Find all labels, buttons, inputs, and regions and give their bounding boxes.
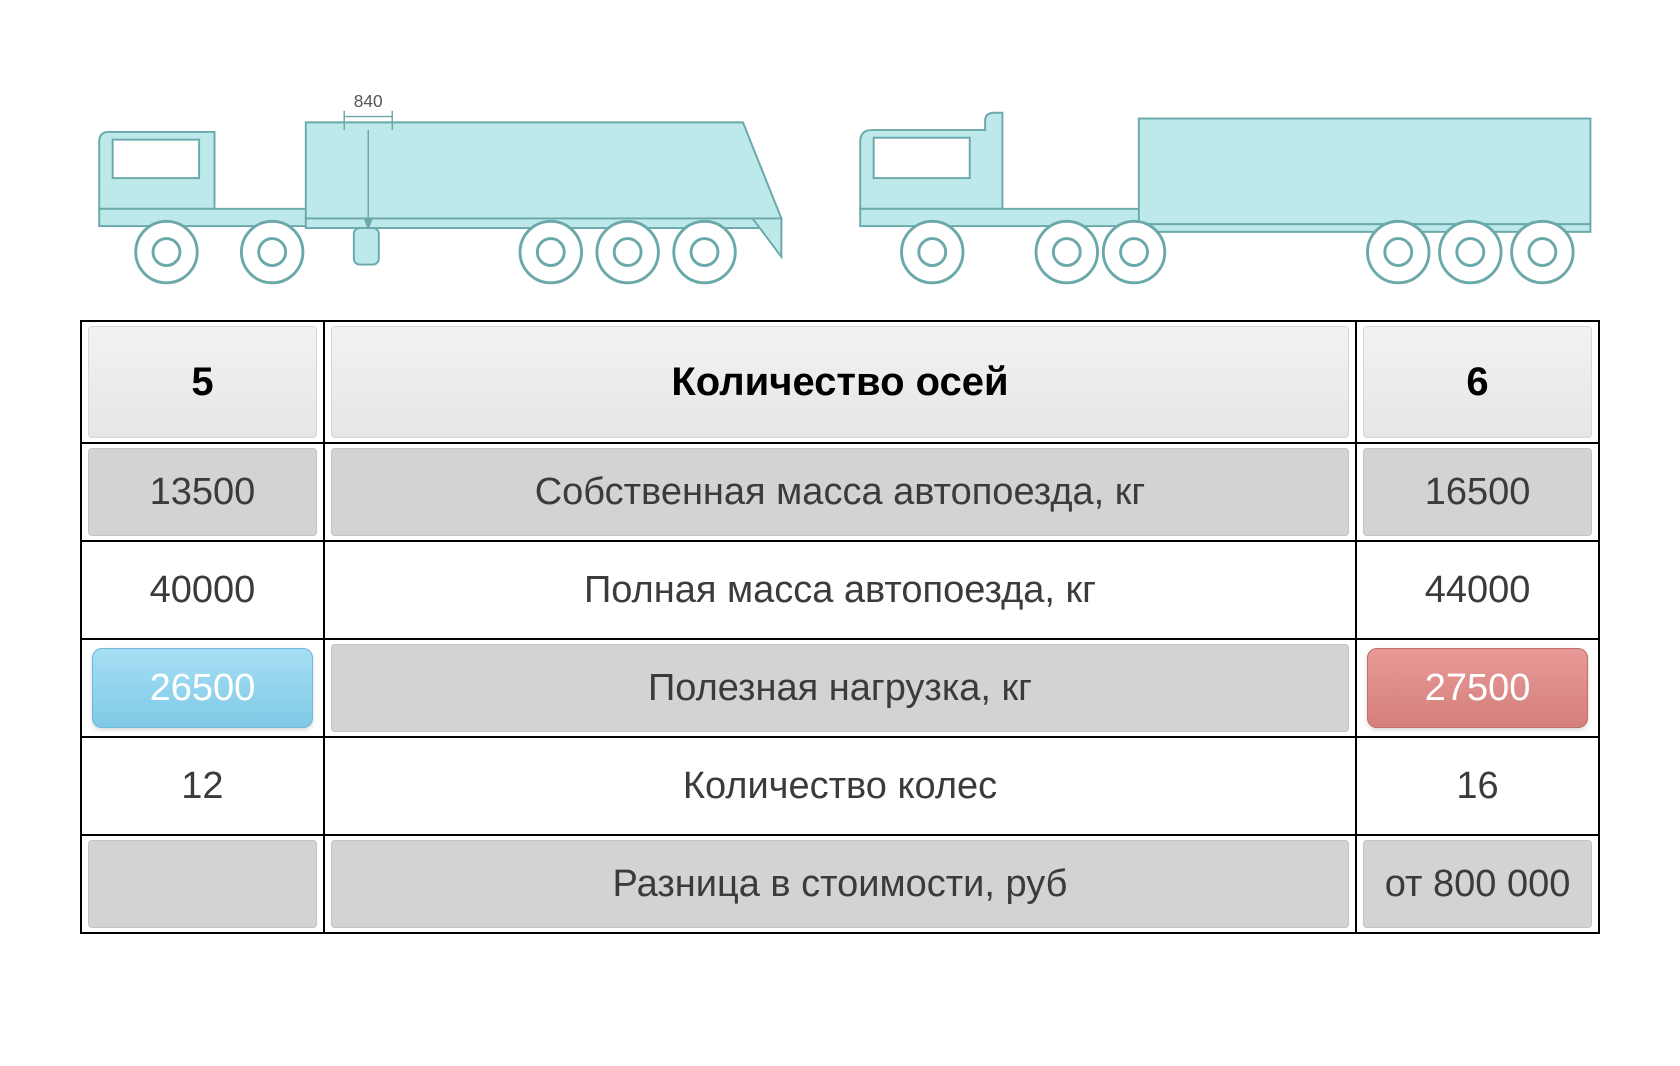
truck-left-icon: 840 <box>80 70 791 290</box>
table-row: 26500 Полезная нагрузка, кг 27500 <box>81 639 1599 737</box>
truck-diagrams: 840 <box>80 70 1600 290</box>
cell-left: 12 <box>82 738 323 834</box>
table-row: Разница в стоимости, руб от 800 000 <box>81 835 1599 933</box>
cell-center: Разница в стоимости, руб <box>331 840 1349 928</box>
header-left: 5 <box>88 326 317 438</box>
cell-right: 44000 <box>1357 542 1598 638</box>
cell-center: Собственная масса автопоезда, кг <box>331 448 1349 536</box>
table-row: 13500 Собственная масса автопоезда, кг 1… <box>81 443 1599 541</box>
table-row: 12 Количество колес 16 <box>81 737 1599 835</box>
header-right: 6 <box>1363 326 1592 438</box>
cell-left: 40000 <box>82 542 323 638</box>
cell-left-payload: 26500 <box>92 648 313 728</box>
comparison-table: 5 Количество осей 6 13500 Собственная ма… <box>80 320 1600 934</box>
cell-right-payload: 27500 <box>1367 648 1588 728</box>
cell-right: от 800 000 <box>1363 840 1592 928</box>
header-center: Количество осей <box>331 326 1349 438</box>
cell-center: Полезная нагрузка, кг <box>331 644 1349 732</box>
cell-center: Полная масса автопоезда, кг <box>325 542 1355 638</box>
cell-right: 16 <box>1357 738 1598 834</box>
truck-right-icon <box>841 70 1600 290</box>
page: 840 <box>0 0 1680 1066</box>
cell-right: 16500 <box>1363 448 1592 536</box>
dim-label-840: 840 <box>354 91 383 111</box>
table-header-row: 5 Количество осей 6 <box>81 321 1599 443</box>
cell-left <box>88 840 317 928</box>
cell-center: Количество колес <box>325 738 1355 834</box>
cell-left: 13500 <box>88 448 317 536</box>
table-row: 40000 Полная масса автопоезда, кг 44000 <box>81 541 1599 639</box>
